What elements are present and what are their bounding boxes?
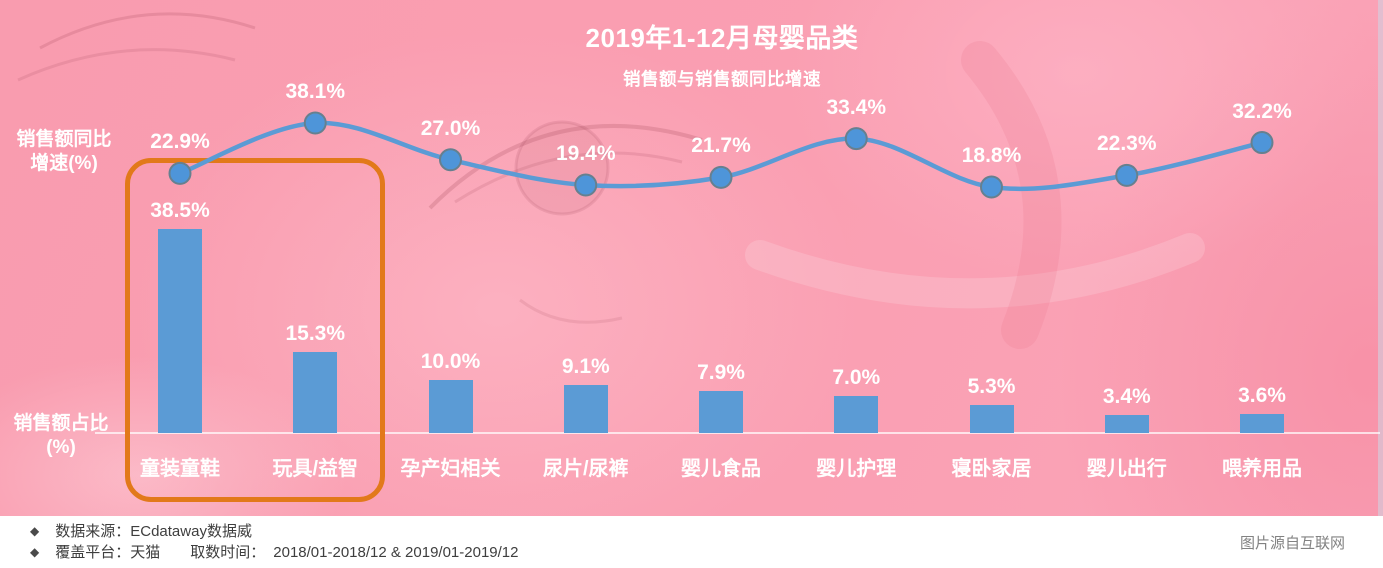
chart-subtitle: 销售额与销售额同比增速: [622, 69, 821, 89]
chart-area: 2019年1-12月母婴品类 销售额与销售额同比增速 销售额同比 增速(%) 销…: [0, 0, 1383, 516]
bar-value-label: 7.0%: [832, 365, 881, 389]
line-point-marker: [844, 127, 868, 151]
line-value-label: 21.7%: [691, 134, 751, 158]
x-axis-baseline: [95, 432, 1380, 434]
line-value-label: 22.9%: [150, 130, 210, 154]
diamond-bullet-icon: ◆: [30, 524, 40, 538]
bar-value-label: 15.3%: [285, 321, 346, 345]
chart-title: 2019年1-12月母婴品类: [585, 23, 859, 53]
bar-value-label: 9.1%: [561, 354, 610, 378]
footer-source-block: ◆ 数据来源：ECdataway数据威 ◆ 覆盖平台：天猫 取数时间： 2018…: [30, 521, 518, 563]
category-label: 童装童鞋: [140, 458, 220, 480]
bar-value-label: 3.4%: [1102, 384, 1151, 408]
time-range-label: 取数时间：: [190, 544, 266, 561]
category-label: 孕产妇相关: [400, 458, 501, 480]
image-credit-text: 图片源自互联网: [1239, 534, 1345, 552]
line-point-marker: [709, 165, 733, 189]
line-value-label: 18.8%: [961, 143, 1022, 167]
y-axis-label-share: 销售额占比 (%): [13, 413, 109, 458]
line-point-marker: [1250, 131, 1274, 155]
bar-8: [1104, 414, 1149, 433]
bar-6: [834, 395, 879, 433]
line-value-label: 38.1%: [285, 80, 346, 103]
footer: ◆ 数据来源：ECdataway数据威 ◆ 覆盖平台：天猫 取数时间： 2018…: [0, 516, 1383, 568]
category-label: 喂养用品: [1222, 458, 1302, 480]
line-point-marker: [1115, 163, 1139, 187]
line-point-marker: [980, 175, 1003, 199]
line-point-marker: [439, 148, 462, 172]
footer-line-2: ◆ 覆盖平台：天猫 取数时间： 2018/01-2018/12 & 2019/0…: [30, 542, 518, 563]
line-value-label: 27.0%: [420, 116, 481, 140]
bar-1: [158, 228, 202, 433]
category-label: 婴儿食品: [681, 458, 761, 480]
line-point-marker: [574, 173, 598, 197]
bar-value-label: 38.5%: [150, 198, 210, 222]
photo-edge-sliver: [1378, 0, 1383, 516]
line-value-label: 33.4%: [826, 95, 887, 119]
category-label: 婴儿出行: [1086, 458, 1167, 480]
category-label: 玩具/益智: [272, 458, 359, 480]
bar-value-label: 3.6%: [1238, 383, 1286, 407]
bar-5: [699, 391, 743, 433]
line-value-label: 22.3%: [1096, 132, 1157, 156]
platform-text: 覆盖平台：天猫: [55, 544, 161, 561]
line-point-marker: [303, 111, 327, 135]
bar-value-label: 5.3%: [967, 374, 1016, 398]
diamond-bullet-icon: ◆: [30, 545, 40, 559]
line-value-label: 19.4%: [555, 141, 616, 165]
bar-3: [428, 380, 473, 433]
data-source-text: 数据来源：ECdataway数据威: [55, 523, 252, 540]
bar-2: [293, 351, 338, 433]
time-range-value: 2018/01-2018/12 & 2019/01-2019/12: [273, 544, 519, 561]
category-label: 婴儿护理: [816, 458, 897, 480]
bar-7: [969, 404, 1014, 433]
category-label: 尿片/尿裤: [542, 458, 629, 480]
bar-9: [1240, 413, 1284, 433]
category-label: 寝卧家居: [951, 458, 1032, 480]
y-axis-label-growth: 销售额同比 增速(%): [16, 129, 112, 174]
bar-value-label: 7.9%: [697, 361, 745, 385]
bar-value-label: 10.0%: [420, 350, 481, 373]
footer-line-1: ◆ 数据来源：ECdataway数据威: [30, 521, 518, 542]
line-value-label: 32.2%: [1232, 99, 1292, 123]
title-block: 2019年1-12月母婴品类 销售额与销售额同比增速: [586, 18, 859, 91]
bar-4: [563, 384, 608, 433]
